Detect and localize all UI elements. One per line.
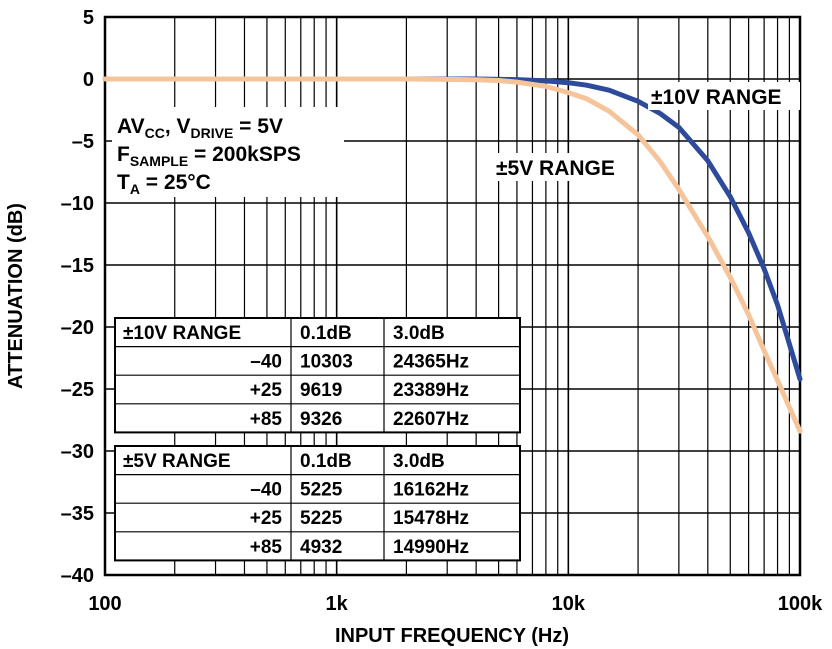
- ten-v-label-bg: [648, 82, 800, 110]
- cond1-post: = 5V: [233, 115, 283, 138]
- cond1-sub1: CC: [145, 125, 165, 141]
- table-cell: 16162Hz: [393, 480, 469, 501]
- x-tick-label: 100k: [778, 593, 823, 615]
- table-header-cell: 0.1dB: [300, 451, 352, 472]
- plot-frame: [103, 15, 802, 577]
- x-tick-label: 1k: [326, 593, 349, 615]
- table-cell: 9326: [300, 409, 342, 430]
- y-tick-labels: 5 0 –5 –10 –15 –20 –25 –30 –35 –40: [61, 7, 94, 587]
- bandwidth-tables: ±10V RANGE 0.1dB 3.0dB –40 10303 24365Hz +25 96…: [114, 317, 521, 562]
- table-cell: 4932: [300, 537, 342, 558]
- table-header-cell: ±5V RANGE: [123, 451, 231, 472]
- five-v-label-bg: [493, 153, 631, 181]
- table-cell: –40: [250, 352, 282, 373]
- table-cell: +25: [250, 508, 283, 529]
- y-tick-label: 0: [83, 69, 94, 91]
- y-tick-label: –30: [61, 441, 94, 463]
- ten-v-range-label: ±10V RANGE: [651, 86, 782, 109]
- y-tick-label: –15: [61, 255, 94, 277]
- cond3-pre: T: [117, 171, 130, 194]
- y-axis-label: ATTENUATION (dB): [5, 203, 27, 389]
- y-tick-label: –5: [72, 131, 94, 153]
- table-cell: 5225: [300, 480, 343, 501]
- table-header-cell: 0.1dB: [300, 323, 352, 344]
- y-tick-label: –25: [61, 379, 94, 401]
- table-cell: 14990Hz: [393, 537, 469, 558]
- table-cell: 15478Hz: [393, 508, 469, 529]
- table-cell: 5225: [300, 508, 343, 529]
- cond1-pre: AV: [117, 115, 145, 138]
- table-cell: +25: [250, 380, 283, 401]
- series-line-5v: [102, 76, 803, 434]
- cond2-sub: SAMPLE: [130, 153, 188, 169]
- x-tick-label: 100: [88, 593, 121, 615]
- condition-line-1: AVCC, VDRIVE = 5V: [117, 115, 283, 141]
- conditions-bg: [112, 107, 344, 197]
- condition-line-3: TA = 25°C: [117, 171, 211, 197]
- y-tick-label: –20: [61, 317, 94, 339]
- five-v-range-label: ±5V RANGE: [496, 157, 615, 180]
- x-tick-labels: 100 1k 10k 100k: [88, 593, 823, 615]
- cond1-mid: , V: [165, 115, 191, 138]
- y-tick-label: –10: [61, 193, 94, 215]
- cond2-post: = 200kSPS: [188, 143, 301, 166]
- cond2-pre: F: [117, 143, 130, 166]
- table-cell: 9619: [300, 380, 342, 401]
- table-cell: +85: [250, 409, 283, 430]
- table-cell: 23389Hz: [393, 380, 469, 401]
- x-axis-label: INPUT FREQUENCY (Hz): [335, 625, 569, 647]
- table-cell: 22607Hz: [393, 409, 469, 430]
- y-tick-label: –40: [61, 565, 94, 587]
- table-cell: 24365Hz: [393, 352, 469, 373]
- table-header-cell: 3.0dB: [393, 451, 445, 472]
- y-tick-label: –35: [61, 503, 94, 525]
- cond3-sub: A: [130, 181, 140, 197]
- cond3-post: = 25°C: [140, 171, 211, 194]
- condition-line-2: FSAMPLE = 200kSPS: [117, 143, 301, 169]
- table-cell: 10303: [300, 352, 353, 373]
- x-tick-label: 10k: [552, 593, 586, 615]
- table-cell: +85: [250, 537, 283, 558]
- table-header-cell: 3.0dB: [393, 323, 445, 344]
- y-tick-label: 5: [83, 7, 94, 29]
- table-header-cell: ±10V RANGE: [123, 323, 241, 344]
- cond1-sub2: DRIVE: [191, 125, 234, 141]
- table-cell: –40: [250, 480, 282, 501]
- series-lines: [102, 76, 803, 434]
